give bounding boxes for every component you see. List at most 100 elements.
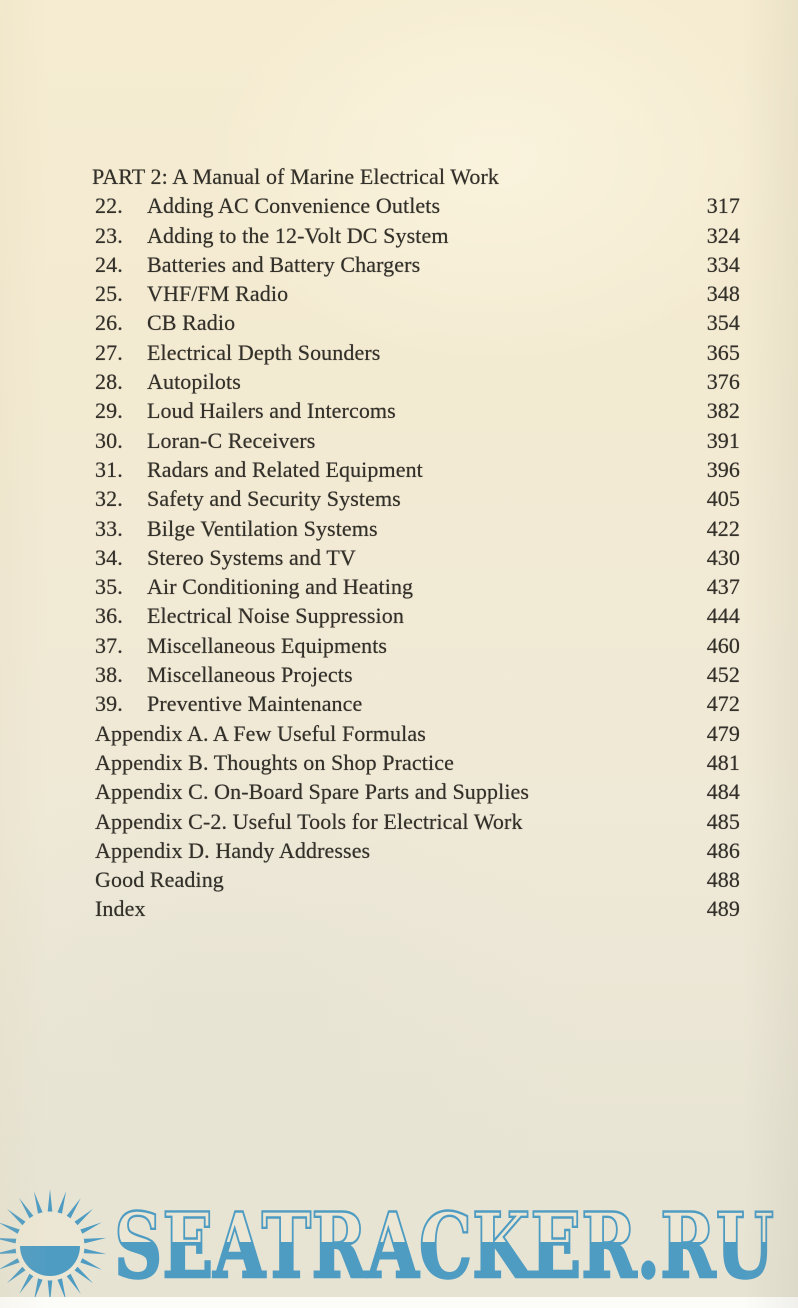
page-number: 485 (706, 808, 740, 834)
toc-entry: Appendix B. Thoughts on Shop Practice 481 (92, 748, 740, 777)
page-number: 430 (706, 544, 740, 570)
toc-entry: Appendix C. On-Board Spare Parts and Sup… (92, 777, 740, 806)
page-number: 405 (706, 486, 740, 512)
page-number: 452 (706, 662, 740, 688)
chapter-number: 26. (95, 310, 123, 336)
toc-entry: 39. Preventive Maintenance 472 (92, 689, 740, 718)
sun-icon (0, 1189, 107, 1303)
chapter-number: 32. (95, 486, 123, 512)
watermark: SEATRACKER.RU (0, 1185, 798, 1308)
watermark-text-glyphs: SEATRACKER.RU (114, 1209, 774, 1293)
page-number: 317 (706, 193, 740, 219)
toc-entry: 36. Electrical Noise Suppression 444 (92, 601, 740, 630)
entry-title: Appendix C. On-Board Spare Parts and Sup… (95, 779, 530, 805)
page-number: 472 (706, 691, 740, 717)
chapter-number: 39. (95, 691, 123, 717)
entry-title: Safety and Security Systems (147, 486, 401, 512)
page-number: 376 (706, 369, 740, 395)
entry-title: Bilge Ventilation Systems (147, 515, 378, 541)
toc-entry: Index 489 (92, 894, 740, 923)
page-number: 479 (706, 720, 740, 746)
toc-entry: 26. CB Radio 354 (92, 308, 740, 337)
toc-entry: Appendix D. Handy Addresses 486 (92, 836, 740, 865)
page-number: 365 (706, 339, 740, 365)
entry-title: Miscellaneous Projects (147, 662, 353, 688)
entry-title: Loran-C Receivers (147, 427, 316, 453)
toc-entry: 35. Air Conditioning and Heating 437 (92, 572, 740, 601)
entry-title: VHF/FM Radio (147, 281, 289, 307)
toc-entry: 30. Loran-C Receivers 391 (92, 426, 740, 455)
toc-entry: 37. Miscellaneous Equipments 460 (92, 631, 740, 660)
chapter-number: 36. (95, 603, 123, 629)
entry-title: Appendix D. Handy Addresses (95, 837, 371, 863)
page-number: 324 (706, 222, 740, 248)
entry-title: Adding to the 12-Volt DC System (147, 222, 449, 248)
toc-entries: 22. Adding AC Convenience Outlets 317 23. Ad… (92, 191, 740, 923)
entry-title: Appendix C-2. Useful Tools for Electrica… (95, 808, 523, 834)
page-number: 382 (706, 398, 740, 424)
entry-title: Index (95, 896, 146, 922)
entry-title: Appendix A. A Few Useful Formulas (95, 720, 426, 746)
page-number: 489 (706, 896, 740, 922)
chapter-number: 30. (95, 427, 123, 453)
toc-entry: 38. Miscellaneous Projects 452 (92, 660, 740, 689)
entry-title: CB Radio (147, 310, 236, 336)
toc-entry: 25. VHF/FM Radio 348 (92, 279, 740, 308)
entry-title: Electrical Depth Sounders (147, 339, 381, 365)
toc-entry: Good Reading 488 (92, 865, 740, 894)
toc-entry: Appendix C-2. Useful Tools for Electrica… (92, 807, 740, 836)
entry-title: Appendix B. Thoughts on Shop Practice (95, 749, 454, 775)
entry-title: Batteries and Battery Chargers (147, 251, 421, 277)
toc-entry: 29. Loud Hailers and Intercoms 382 (92, 396, 740, 425)
chapter-number: 24. (95, 251, 123, 277)
chapter-number: 27. (95, 339, 123, 365)
part-heading: PART 2: A Manual of Marine Electrical Wo… (92, 164, 500, 189)
chapter-number: 34. (95, 544, 123, 570)
toc-entry: Appendix A. A Few Useful Formulas 479 (92, 719, 740, 748)
page-number: 444 (706, 603, 740, 629)
page-number: 396 (706, 456, 740, 482)
chapter-number: 29. (95, 398, 123, 424)
scanner-edge-strip (0, 1297, 798, 1308)
toc-entry: 34. Stereo Systems and TV 430 (92, 543, 740, 572)
watermark-text: SEATRACKER.RU (113, 1209, 775, 1293)
toc-entry: 32. Safety and Security Systems 405 (92, 484, 740, 513)
chapter-number: 35. (95, 574, 123, 600)
entry-title: Good Reading (95, 867, 224, 893)
entry-title: Electrical Noise Suppression (147, 603, 404, 629)
entry-title: Autopilots (147, 369, 241, 395)
toc-entry: 24. Batteries and Battery Chargers 334 (92, 250, 740, 279)
toc-entry: 22. Adding AC Convenience Outlets 317 (92, 191, 740, 220)
entry-title: Radars and Related Equipment (147, 456, 423, 482)
toc-entry: 23. Adding to the 12-Volt DC System 324 (92, 221, 740, 250)
toc-entry: 31. Radars and Related Equipment 396 (92, 455, 740, 484)
page-number: 460 (706, 632, 740, 658)
chapter-number: 31. (95, 456, 123, 482)
page-number: 354 (706, 310, 740, 336)
chapter-number: 28. (95, 369, 123, 395)
toc-entry: 28. Autopilots 376 (92, 367, 740, 396)
page-number: 348 (706, 281, 740, 307)
page-number: 481 (706, 749, 740, 775)
chapter-number: 38. (95, 662, 123, 688)
entry-title: Preventive Maintenance (147, 691, 363, 717)
chapter-number: 22. (95, 193, 123, 219)
chapter-number: 37. (95, 632, 123, 658)
page-number: 484 (706, 779, 740, 805)
entry-title: Stereo Systems and TV (147, 544, 356, 570)
entry-title: Air Conditioning and Heating (147, 574, 414, 600)
chapter-number: 33. (95, 515, 123, 541)
page-number: 486 (706, 837, 740, 863)
chapter-number: 25. (95, 281, 123, 307)
page-number: 437 (706, 574, 740, 600)
entry-title: Adding AC Convenience Outlets (147, 193, 441, 219)
page-number: 334 (706, 251, 740, 277)
entry-title: Loud Hailers and Intercoms (147, 398, 396, 424)
page-number: 422 (706, 515, 740, 541)
page-number: 488 (706, 867, 740, 893)
toc-entry: 27. Electrical Depth Sounders 365 (92, 338, 740, 367)
chapter-number: 23. (95, 222, 123, 248)
entry-title: Miscellaneous Equipments (147, 632, 388, 658)
page-number: 391 (706, 427, 740, 453)
